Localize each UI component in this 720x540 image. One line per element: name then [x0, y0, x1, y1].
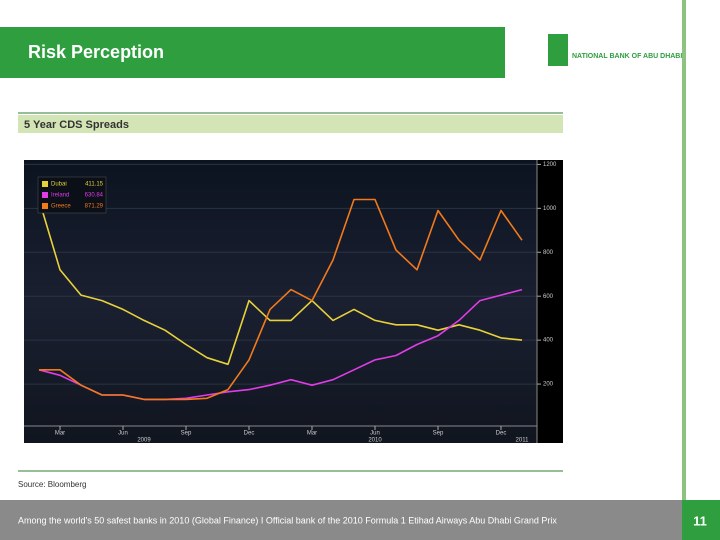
x-tick-label: Dec — [244, 431, 255, 437]
legend-value: 871.29 — [85, 204, 104, 210]
chart-title: 5 Year CDS Spreads — [24, 119, 129, 131]
slide-title: Risk Perception — [28, 42, 164, 62]
chart-background — [24, 160, 563, 443]
x-tick-label: Mar — [307, 431, 317, 437]
series-line — [38, 199, 523, 366]
page-box — [682, 500, 720, 540]
legend-value: 630.84 — [85, 193, 104, 199]
x-year-label: 2009 — [137, 438, 151, 444]
legend-label: Ireland — [51, 193, 69, 199]
legend: Dubai 411.15 Ireland 630.84 Greece 871.29 — [37, 176, 107, 214]
x-year-label: 2010 — [368, 438, 382, 444]
x-tick-label: Mar — [55, 431, 65, 437]
side-rule — [682, 0, 686, 500]
legend-swatch — [42, 181, 48, 187]
x-tick-label: Dec — [496, 431, 507, 437]
logo-mark — [548, 34, 568, 66]
logo-text: NATIONAL BANK OF ABU DHABI — [572, 53, 682, 60]
y-tick-label: 200 — [543, 382, 554, 388]
axes: 200 400 600 800 1000 1200 Mar Jun Sep Dec Mar Jun Se… — [24, 160, 557, 444]
legend-value: 411.15 — [85, 182, 104, 188]
series-line — [39, 198, 523, 401]
y-tick-label: 400 — [543, 338, 554, 344]
y-tick-label: 1000 — [543, 206, 557, 212]
legend-label: Greece — [51, 204, 71, 210]
y-tick-label: 600 — [543, 294, 554, 300]
y-tick-label: 800 — [543, 250, 554, 256]
x-tick-label: Sep — [433, 431, 444, 437]
footer-bar — [0, 500, 682, 540]
x-year-label: 2011 — [516, 438, 530, 444]
plot — [24, 163, 537, 401]
x-tick-label: Jun — [370, 431, 380, 437]
footer-text: Among the world's 50 safest banks in 201… — [18, 515, 557, 525]
legend-swatch — [42, 192, 48, 198]
y-axis-area — [537, 160, 563, 443]
legend-box — [37, 176, 107, 214]
legend-label: Dubai — [51, 182, 67, 188]
x-tick-label: Sep — [181, 431, 192, 437]
legend-swatch — [42, 203, 48, 209]
page-number: 11 — [693, 513, 707, 528]
header-bar — [0, 27, 505, 78]
x-tick-label: Jun — [118, 431, 128, 437]
source: Source: Bloomberg — [18, 480, 86, 489]
y-tick-label: 1200 — [543, 162, 557, 168]
subtitle-band — [18, 115, 563, 133]
